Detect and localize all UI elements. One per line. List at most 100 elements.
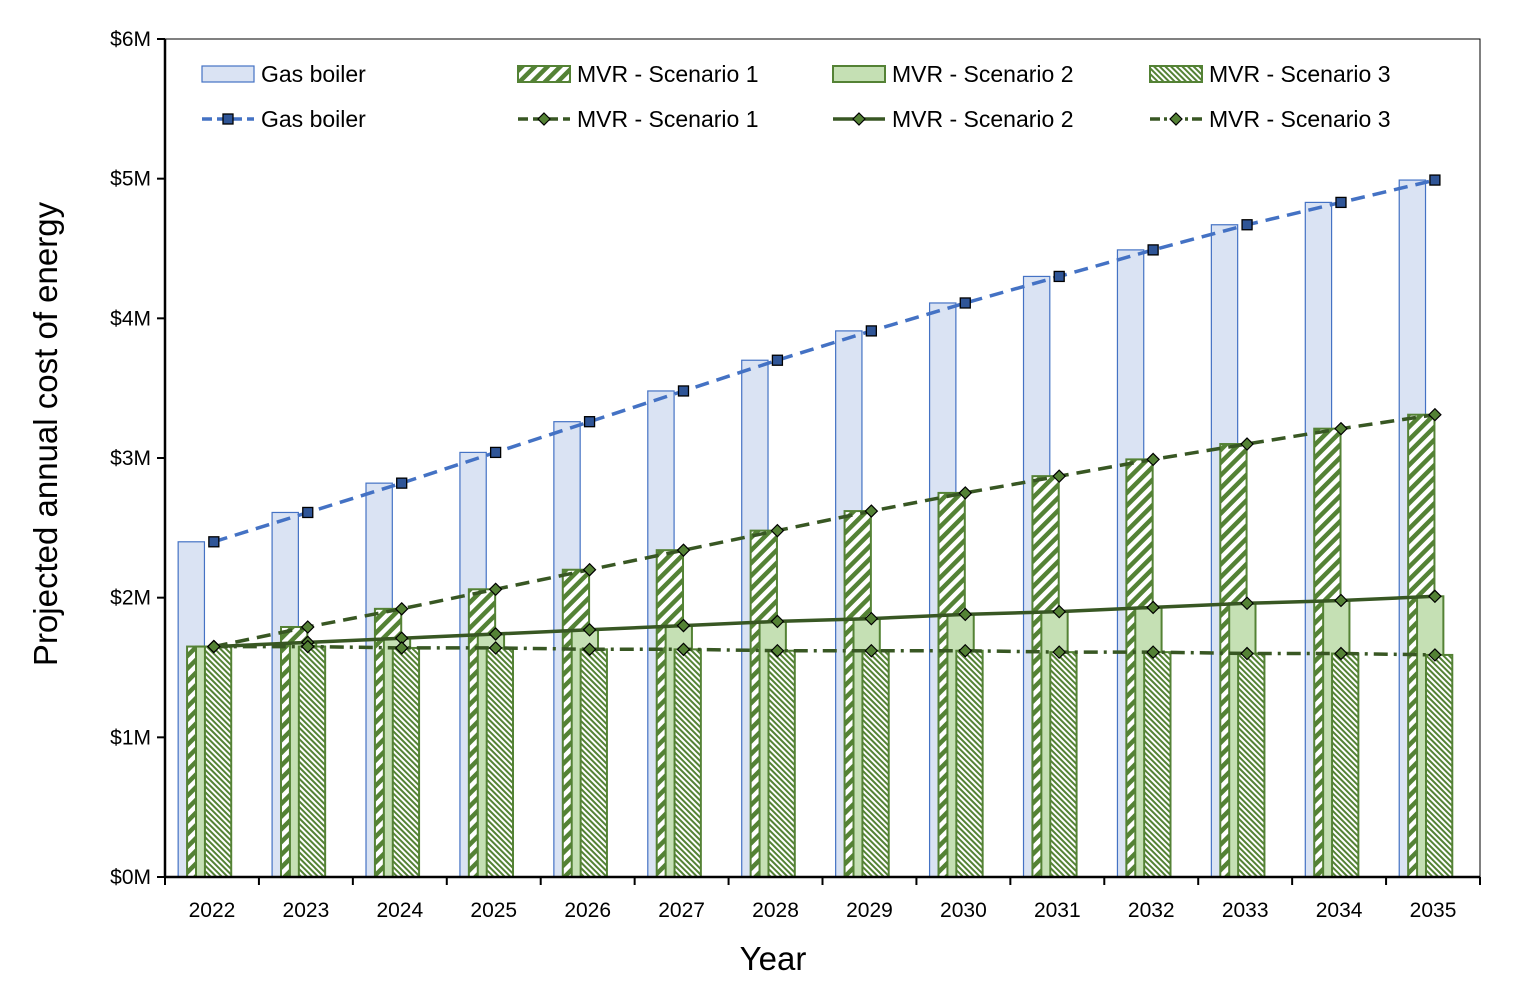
marker-mvr-scenario-1-2023 (300, 620, 315, 634)
bar-mvr-scenario-3-2025 (485, 646, 515, 878)
x-tick-label-2024: 2024 (376, 899, 423, 922)
legend-label-bar-0: Gas boiler (261, 61, 366, 87)
marker-mvr-scenario-2-2035 (1428, 589, 1442, 604)
line-gas-boiler (213, 178, 1436, 544)
y-axis-title: Projected annual cost of energy (27, 201, 64, 666)
marker-mvr-scenario-3-2033 (1240, 646, 1254, 661)
marker-mvr-scenario-3-2028 (770, 643, 785, 658)
legend-item-bar-1: MVR - Scenario 1 (517, 61, 759, 87)
marker-mvr-scenario-3-2025 (488, 641, 503, 655)
legend-swatch-bar-0 (201, 65, 255, 83)
legend-label-line-2: MVR - Scenario 2 (892, 106, 1074, 132)
marker-mvr-scenario-2-2027 (676, 618, 691, 633)
marker-gas-boiler-2032 (1147, 244, 1159, 256)
marker-gas-boiler-2035 (1429, 174, 1441, 186)
y-tick-label-2: $2M (110, 587, 151, 610)
marker-mvr-scenario-2-2028 (770, 614, 785, 629)
legend-item-line-1: MVR - Scenario 1 (518, 106, 759, 132)
marker-mvr-scenario-1-2035 (1428, 407, 1442, 422)
legend-label-bar-1: MVR - Scenario 1 (577, 61, 759, 87)
marker-mvr-scenario-2-2029 (864, 611, 879, 626)
y-tick-label-0: $0M (110, 866, 151, 889)
bar-mvr-scenario-3-2030 (955, 649, 984, 878)
bar-mvr-scenario-3-2035 (1424, 653, 1454, 878)
marker-mvr-scenario-1-2031 (1052, 469, 1067, 484)
x-tick-label-2035: 2035 (1410, 899, 1457, 922)
bar-mvr-scenario-3-2026 (579, 648, 608, 878)
x-tick-label-2027: 2027 (658, 899, 705, 922)
marker-mvr-scenario-2-2030 (958, 607, 973, 622)
x-tick-label-2033: 2033 (1222, 899, 1269, 922)
marker-mvr-scenario-3-2026 (582, 642, 597, 657)
marker-mvr-scenario-3-2035 (1428, 648, 1442, 662)
marker-mvr-scenario-3-2031 (1052, 645, 1067, 659)
bar-mvr-scenario-3-2022 (203, 645, 233, 878)
marker-mvr-scenario-2-2025 (488, 627, 503, 641)
marker-gas-boiler-2030 (959, 297, 971, 309)
legend-swatch-bar-3 (1149, 65, 1203, 83)
marker-mvr-scenario-2-2034 (1334, 593, 1348, 608)
x-tick-label-2032: 2032 (1128, 899, 1175, 922)
x-tick-label-2029: 2029 (846, 899, 893, 922)
x-tick-label-2026: 2026 (564, 899, 611, 922)
marker-gas-boiler-2022 (208, 536, 220, 548)
marker-gas-boiler-2023 (302, 506, 314, 519)
legend-swatch-bar-1 (517, 65, 571, 83)
plot-area (164, 38, 1481, 878)
legend-item-line-3: MVR - Scenario 3 (1150, 106, 1391, 132)
marker-gas-boiler-2028 (771, 354, 784, 366)
marker-mvr-scenario-3-2024 (394, 641, 409, 655)
y-tick-label-5: $5M (110, 168, 151, 191)
y-tick-label-1: $1M (110, 726, 151, 749)
legend-swatch-bar-2 (832, 65, 886, 83)
marker-gas-boiler-2026 (583, 416, 596, 428)
legend-item-bar-3: MVR - Scenario 3 (1149, 61, 1391, 87)
legend-label-line-1: MVR - Scenario 1 (577, 106, 759, 132)
legend-item-line-2: MVR - Scenario 2 (833, 106, 1074, 132)
legend-label-bar-3: MVR - Scenario 3 (1209, 61, 1391, 87)
legend-marker-line-2 (852, 112, 866, 126)
marker-mvr-scenario-1-2026 (582, 562, 597, 577)
y-tick-label-6: $6M (110, 28, 151, 51)
x-tick-label-2023: 2023 (283, 899, 330, 922)
legend-item-bar-0: Gas boiler (201, 61, 366, 87)
bar-mvr-scenario-3-2033 (1237, 652, 1266, 878)
marker-mvr-scenario-3-2034 (1334, 646, 1348, 661)
marker-gas-boiler-2029 (865, 325, 877, 337)
marker-mvr-scenario-3-2029 (864, 643, 879, 658)
marker-mvr-scenario-2-2026 (582, 622, 597, 637)
line-series-0 (208, 174, 1441, 548)
marker-mvr-scenario-1-2032 (1146, 452, 1160, 467)
marker-gas-boiler-2027 (677, 385, 690, 397)
line-mvr-scenario-1 (213, 412, 1436, 649)
bar-mvr-scenario-3-2027 (673, 648, 702, 878)
x-tick-label-2031: 2031 (1034, 899, 1081, 922)
legend-item-bar-2: MVR - Scenario 2 (832, 61, 1074, 87)
legend-item-line-0: Gas boiler (202, 106, 366, 132)
x-tick-label-2030: 2030 (940, 899, 987, 922)
x-tick-label-2025: 2025 (470, 899, 517, 922)
marker-mvr-scenario-1-2027 (676, 543, 691, 558)
marker-mvr-scenario-1-2028 (770, 523, 785, 538)
line-series-3 (206, 639, 1442, 662)
marker-gas-boiler-2033 (1241, 219, 1253, 231)
bar-mvr-scenario-3-2031 (1049, 651, 1078, 878)
marker-mvr-scenario-3-2027 (676, 642, 691, 657)
legend-marker-line-0 (222, 113, 234, 125)
marker-mvr-scenario-3-2030 (958, 643, 973, 658)
x-tick-label-2034: 2034 (1316, 899, 1363, 922)
legend-label-line-0: Gas boiler (261, 106, 366, 132)
bar-mvr-scenario-3-2029 (861, 649, 890, 878)
marker-mvr-scenario-1-2033 (1240, 437, 1254, 451)
line-series-2 (206, 589, 1442, 654)
marker-mvr-scenario-2-2032 (1146, 600, 1160, 615)
y-tick-label-4: $4M (110, 307, 151, 330)
line-mvr-scenario-3 (213, 644, 1435, 657)
bar-mvr-scenario-3-2032 (1143, 651, 1172, 878)
bars-layer (177, 179, 1454, 879)
bar-mvr-scenario-3-2034 (1331, 652, 1360, 878)
marker-gas-boiler-2024 (396, 477, 408, 489)
marker-mvr-scenario-3-2023 (300, 639, 315, 654)
marker-mvr-scenario-1-2024 (394, 601, 409, 616)
